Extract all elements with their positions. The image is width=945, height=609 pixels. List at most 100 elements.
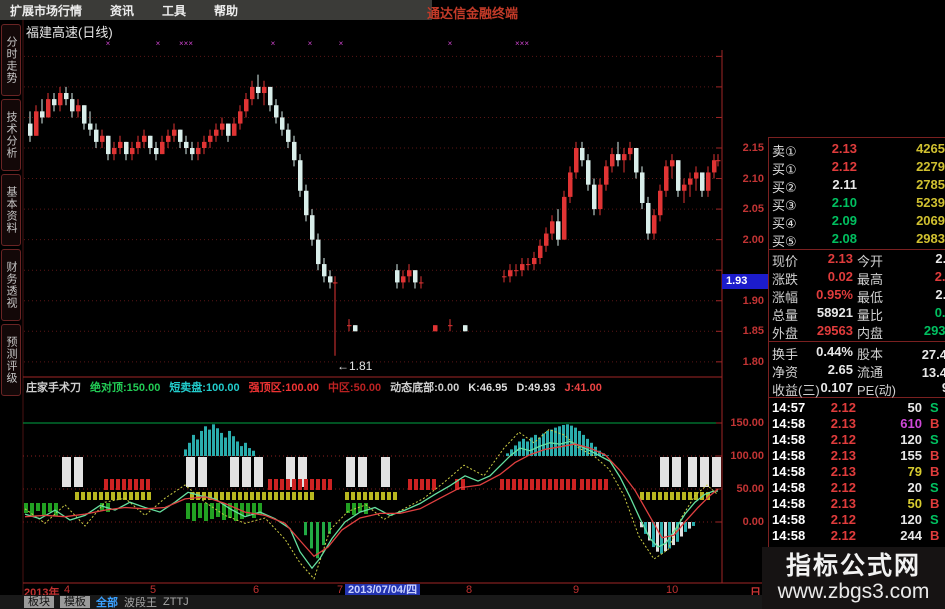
price-axis-label: 1.80 bbox=[742, 355, 764, 368]
indicator-histogram-bar bbox=[514, 445, 517, 456]
sidebar-tab-4[interactable]: 预测评级 bbox=[1, 324, 21, 396]
ribbon-yellow-bar bbox=[658, 492, 662, 500]
tick-row-5: 14:58 2.12 20 S bbox=[770, 480, 945, 496]
candle-body bbox=[262, 86, 267, 94]
price-axis-label: 2.00 bbox=[742, 233, 764, 246]
order-book-row-买①[interactable]: 买① 2.12 2279 bbox=[770, 158, 945, 177]
ribbon-red-bar bbox=[512, 479, 516, 490]
order-level-label: 卖① bbox=[772, 144, 797, 159]
candle-body bbox=[604, 166, 609, 185]
ribbon-white-block bbox=[242, 457, 251, 487]
ribbon-yellow-bar bbox=[688, 492, 692, 500]
candle-body bbox=[706, 172, 711, 191]
bottom-tab-2[interactable]: ZTTJ bbox=[163, 596, 189, 608]
candle-body bbox=[514, 270, 519, 272]
candle-body bbox=[646, 202, 651, 234]
tick-row-6: 14:58 2.13 50 B bbox=[770, 496, 945, 512]
sidebar-tab-1[interactable]: 技术分析 bbox=[1, 99, 21, 171]
candle-body bbox=[526, 264, 531, 266]
sidebar-tab-2[interactable]: 基本资料 bbox=[1, 174, 21, 246]
sidebar-tab-0[interactable]: 分时走势 bbox=[1, 24, 21, 96]
candle-body bbox=[622, 154, 627, 161]
order-price: 2.10 bbox=[831, 195, 857, 210]
indicator-histogram-bar bbox=[248, 448, 251, 456]
ribbon-white-block bbox=[298, 457, 307, 487]
period-label: 日 bbox=[750, 587, 761, 599]
indicator-neg-bar bbox=[688, 522, 691, 529]
ribbon-yellow-bar bbox=[369, 492, 373, 500]
indicator-scale-label: 150.00 bbox=[730, 417, 764, 429]
ribbon-yellow-bar bbox=[670, 492, 674, 500]
candle-body bbox=[448, 325, 453, 327]
candle-body bbox=[580, 148, 585, 161]
candle-body bbox=[232, 123, 237, 136]
stat-label: 最高 bbox=[857, 272, 884, 287]
indicator-histogram-bar bbox=[558, 426, 561, 456]
candle-body bbox=[538, 245, 543, 258]
order-book-row-买④[interactable]: 买④ 2.09 2069 bbox=[770, 212, 945, 231]
menu-item-0[interactable]: 扩展市场行情 bbox=[10, 3, 83, 18]
bottom-tab-1[interactable]: 波段王 bbox=[124, 597, 157, 609]
order-book-row-买②[interactable]: 买② 2.11 2785 bbox=[770, 176, 945, 195]
ribbon-red-bar bbox=[116, 479, 120, 490]
order-book-row-买⑤[interactable]: 买⑤ 2.08 2983 bbox=[770, 230, 945, 249]
ribbon-white-block bbox=[660, 457, 669, 487]
candle-body bbox=[419, 282, 424, 284]
tick-side: B bbox=[930, 496, 940, 511]
order-price: 2.08 bbox=[831, 231, 857, 246]
timeline-month-6: 6 bbox=[253, 584, 260, 596]
candle-body bbox=[316, 239, 321, 265]
ribbon-red-bar bbox=[408, 479, 412, 490]
ribbon-green-bar bbox=[346, 503, 350, 513]
ribbon-red-bar bbox=[122, 479, 126, 490]
candle-body bbox=[196, 148, 201, 155]
ribbon-red-bar bbox=[524, 479, 528, 490]
stat-label: 净资 bbox=[772, 365, 799, 380]
bottom-tab-0[interactable]: 全部 bbox=[96, 597, 118, 609]
order-volume: 4265 bbox=[916, 141, 945, 156]
timeline-month-7: 7 bbox=[337, 584, 344, 596]
stat-label: 涨幅 bbox=[772, 290, 799, 305]
menu-item-1[interactable]: 资讯 bbox=[110, 3, 135, 18]
ribbon-red-bar bbox=[598, 479, 602, 490]
bottom-button-0[interactable]: 板块 bbox=[24, 596, 54, 608]
ribbon-red-bar bbox=[304, 479, 308, 490]
stat-value: 27.4亿 bbox=[921, 347, 945, 362]
tick-price: 2.13 bbox=[830, 448, 856, 463]
indicator-neg-bar bbox=[692, 522, 695, 526]
ribbon-green-bar bbox=[352, 503, 356, 515]
indicator-neg-bar bbox=[644, 522, 647, 534]
ribbon-yellow-bar bbox=[304, 492, 308, 500]
indicator-histogram-bar bbox=[236, 441, 239, 456]
ribbon-red-bar bbox=[518, 479, 522, 490]
indicator-histogram-bar bbox=[574, 427, 577, 456]
chart-title: 福建高速(日线) bbox=[26, 25, 113, 40]
order-book-row-卖①[interactable]: 卖① 2.13 4265 bbox=[770, 140, 945, 159]
candle-body bbox=[310, 215, 315, 240]
price-axis-label: 1.90 bbox=[742, 294, 764, 307]
watermark-url: www.zbgs3.com bbox=[777, 580, 930, 603]
tick-row-3: 14:58 2.13 155 B bbox=[770, 448, 945, 464]
tick-time: 14:58 bbox=[772, 416, 806, 431]
ribbon-white-block bbox=[381, 457, 390, 487]
order-book-row-买③[interactable]: 买③ 2.10 5239 bbox=[770, 194, 945, 213]
menu-item-2[interactable]: 工具 bbox=[162, 3, 187, 18]
candle-body bbox=[268, 86, 273, 106]
stat-label: 换手 bbox=[772, 347, 799, 362]
bottom-button-1[interactable]: 模板 bbox=[60, 596, 90, 608]
ribbon-yellow-bar bbox=[111, 492, 115, 500]
ribbon-red-bar bbox=[414, 479, 418, 490]
sidebar-tab-3[interactable]: 财务透视 bbox=[1, 249, 21, 321]
candle-body bbox=[46, 99, 51, 118]
menu-item-3[interactable]: 帮助 bbox=[214, 3, 239, 18]
timeline-month-9: 9 bbox=[573, 584, 580, 596]
indicator-histogram-bar bbox=[240, 446, 243, 456]
panel-separator bbox=[768, 249, 945, 250]
indicator-j-line bbox=[24, 429, 719, 580]
ribbon-green-bar bbox=[42, 503, 46, 515]
ribbon-yellow-bar bbox=[640, 492, 644, 500]
signal-marker: × bbox=[308, 39, 313, 48]
indicator-histogram-bar bbox=[534, 434, 537, 456]
ribbon-yellow-bar bbox=[147, 492, 151, 500]
